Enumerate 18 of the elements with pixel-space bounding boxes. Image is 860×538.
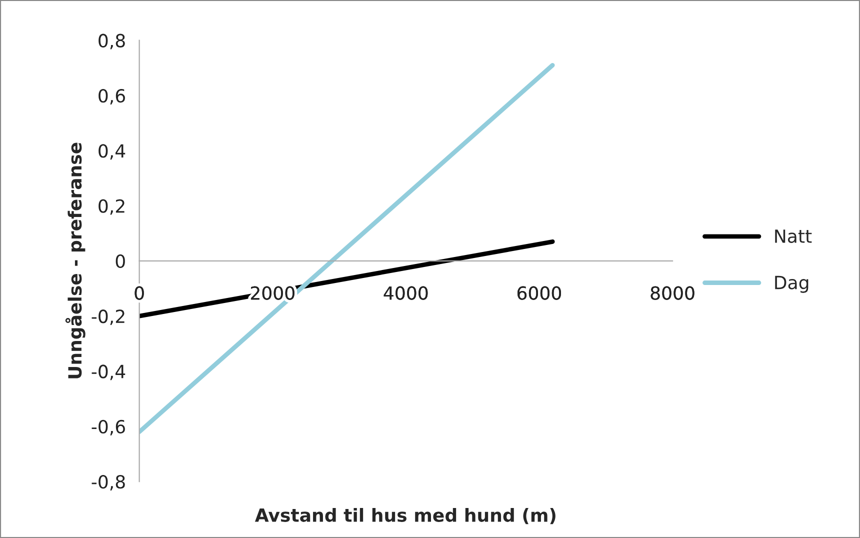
y-tick-label: -0,6	[92, 420, 125, 436]
x-tick-label: 2000	[250, 286, 294, 300]
y-tick-label: 0,6	[98, 88, 125, 104]
x-tick-label: 8000	[650, 286, 694, 300]
y-tick-label: 0	[116, 254, 125, 268]
y-tick-label: -0,8	[92, 474, 125, 490]
y-tick-label: -0,4	[92, 364, 126, 380]
x-tick-label: 0	[134, 286, 144, 300]
y-tick-label: 0,4	[98, 144, 126, 160]
y-tick-label: 0,2	[98, 199, 124, 215]
y-axis-title: Unngåelse - preferanse	[65, 142, 86, 378]
legend-label: Natt	[775, 230, 812, 243]
y-tick-label: -0,2	[92, 310, 124, 326]
x-tick-label: 6000	[518, 286, 561, 300]
y-tick-label: 0,8	[98, 34, 125, 50]
x-axis-title: Avstand til hus med hund (m)	[254, 508, 556, 524]
legend-label: Dag	[775, 276, 808, 293]
x-tick-label: 4000	[384, 286, 428, 300]
